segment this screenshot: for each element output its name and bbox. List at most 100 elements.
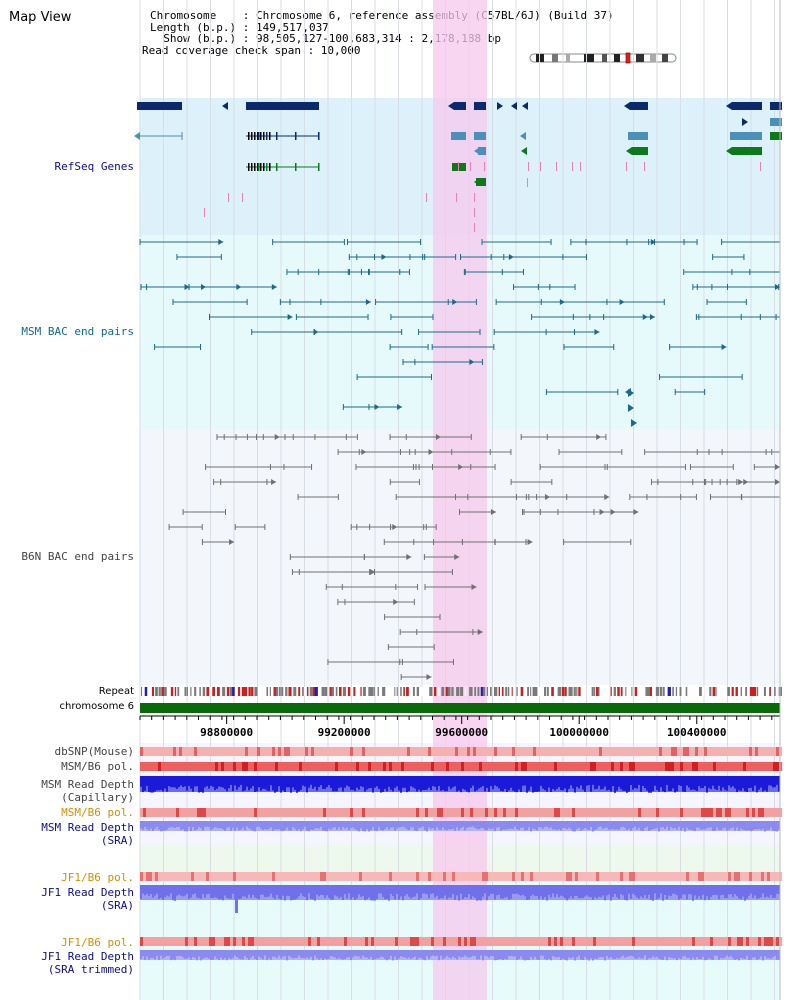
jf1-depth-trimmed-track — [388, 950, 390, 960]
repeat-element — [652, 687, 654, 696]
msm-depth-capillary-track — [342, 776, 344, 792]
msm-depth-sra-track — [170, 821, 172, 828]
msm-b6-pol-track-2 — [494, 808, 498, 817]
jf1-b6-pol-track-2 — [629, 937, 633, 946]
msm-depth-capillary-track — [582, 776, 584, 790]
msm-depth-sra-track — [774, 821, 776, 832]
msm-depth-capillary-track — [148, 776, 150, 792]
jf1-depth-sra-track — [574, 885, 576, 896]
msm-b6-pol-track-2 — [677, 808, 681, 817]
msm-b6-pol-track-2 — [389, 808, 393, 817]
repeat-track[interactable] — [141, 687, 782, 696]
refseq-genes-track[interactable] — [134, 102, 782, 232]
dbsnp-track — [197, 747, 201, 756]
msm-depth-sra-track — [590, 821, 592, 827]
jf1-b6-pol-track — [260, 872, 264, 881]
msm-b6-pol-track-2 — [584, 808, 588, 817]
dbsnp-track — [680, 747, 684, 756]
repeat-element — [617, 687, 620, 696]
jf1-depth-trimmed-track — [628, 950, 630, 957]
repeat-element — [675, 687, 678, 696]
jf1-depth-trimmed-track — [218, 950, 220, 960]
jf1-depth-sra-track — [680, 885, 682, 899]
chromosome-bar[interactable] — [140, 703, 780, 713]
repeat-element — [573, 687, 576, 696]
msm-bac-end-pairs-track[interactable] — [139, 239, 781, 427]
bac-end-arrow — [625, 388, 631, 396]
msm-b6-pol-track-2 — [545, 808, 549, 817]
jf1-depth-trimmed-track — [756, 950, 758, 960]
msm-depth-capillary-track — [512, 776, 514, 791]
jf1-depth-sra-track — [302, 885, 304, 897]
msm-depth-sra-track — [502, 821, 504, 830]
jf1-b6-pol-track-2 — [581, 937, 585, 946]
msm-depth-sra-track — [346, 821, 348, 828]
jf1-b6-pol-track-2 — [602, 937, 606, 946]
jf1-b6-pol-track-2 — [284, 937, 288, 946]
msm-depth-capillary-track — [674, 776, 676, 793]
jf1-depth-sra-track — [366, 885, 368, 900]
msm-depth-sra-track — [586, 821, 588, 830]
jf1-depth-sra-track — [760, 885, 762, 898]
jf1-b6-pol-track-2 — [704, 937, 708, 946]
msm-depth-capillary-track — [222, 776, 224, 788]
dbsnp-track — [206, 747, 210, 756]
msm-depth-capillary-track — [408, 776, 410, 792]
msm-b6-pol-track — [641, 762, 645, 771]
msm-depth-sra-track — [556, 821, 558, 831]
dbsnp-track — [560, 747, 564, 756]
b6n-bac-end-pairs-track[interactable] — [168, 434, 781, 680]
jf1-b6-pol-track — [569, 872, 573, 881]
jf1-depth-trimmed-track — [714, 950, 716, 956]
jf1-b6-pol-track-2 — [191, 937, 195, 946]
msm-b6-pol-track — [446, 762, 450, 771]
msm-depth-sra-track — [422, 821, 424, 827]
repeat-element — [394, 687, 396, 696]
msm-depth-sra-track — [258, 821, 260, 827]
jf1-b6-pol-track-2 — [527, 937, 531, 946]
msm-b6-pol-track — [563, 762, 567, 771]
jf1-b6-pol-track — [602, 872, 606, 881]
msm-depth-sra-track — [274, 821, 276, 830]
msm-b6-pol-track — [536, 762, 540, 771]
jf1-depth-trimmed-track — [676, 950, 678, 961]
msm-b6-pol-track-2 — [770, 808, 774, 817]
msm-depth-sra-track — [480, 821, 482, 829]
jf1-depth-trimmed-track — [562, 950, 564, 959]
msm-depth-sra-track — [178, 821, 180, 827]
jf1-b6-pol-track-2 — [554, 937, 558, 946]
jf1-b6-pol-track-2 — [668, 937, 672, 946]
msm-b6-pol-track — [668, 762, 672, 771]
msm-depth-capillary-track — [216, 776, 218, 789]
msm-depth-capillary-track — [488, 776, 490, 792]
axis-tick-label: 100000000 — [549, 726, 609, 739]
jf1-b6-pol-track — [731, 872, 735, 881]
msm-b6-pol-track-2 — [251, 808, 255, 817]
msm-b6-pol-track — [716, 762, 720, 771]
jf1-depth-sra-track — [444, 885, 446, 896]
msm-b6-pol-track-2 — [530, 808, 534, 817]
msm-b6-pol-track-2 — [233, 808, 237, 817]
jf1-b6-pol-track-2 — [353, 937, 357, 946]
msm-depth-capillary-track — [622, 776, 624, 791]
jf1-depth-trimmed-track — [512, 950, 514, 957]
dbsnp-track — [245, 747, 249, 756]
jf1-depth-trimmed-track — [372, 950, 374, 960]
dbsnp-track — [251, 747, 255, 756]
msm-b6-pol-track-2 — [182, 808, 186, 817]
dbsnp-track — [266, 747, 270, 756]
msm-depth-capillary-track — [768, 776, 770, 786]
msm-b6-pol-track — [362, 762, 366, 771]
msm-depth-sra-track — [530, 821, 532, 832]
msm-depth-sra-track — [446, 821, 448, 831]
variation-tracks[interactable] — [140, 747, 783, 961]
dbsnp-track — [671, 747, 675, 756]
jf1-depth-sra-track — [718, 885, 720, 900]
jf1-depth-sra-track — [500, 885, 502, 899]
msm-depth-capillary-track — [340, 776, 342, 788]
msm-b6-pol-track-2 — [326, 808, 330, 817]
msm-b6-pol-track-2 — [254, 808, 258, 817]
msm-depth-capillary-track — [558, 776, 560, 788]
jf1-depth-trimmed-track — [492, 950, 494, 957]
